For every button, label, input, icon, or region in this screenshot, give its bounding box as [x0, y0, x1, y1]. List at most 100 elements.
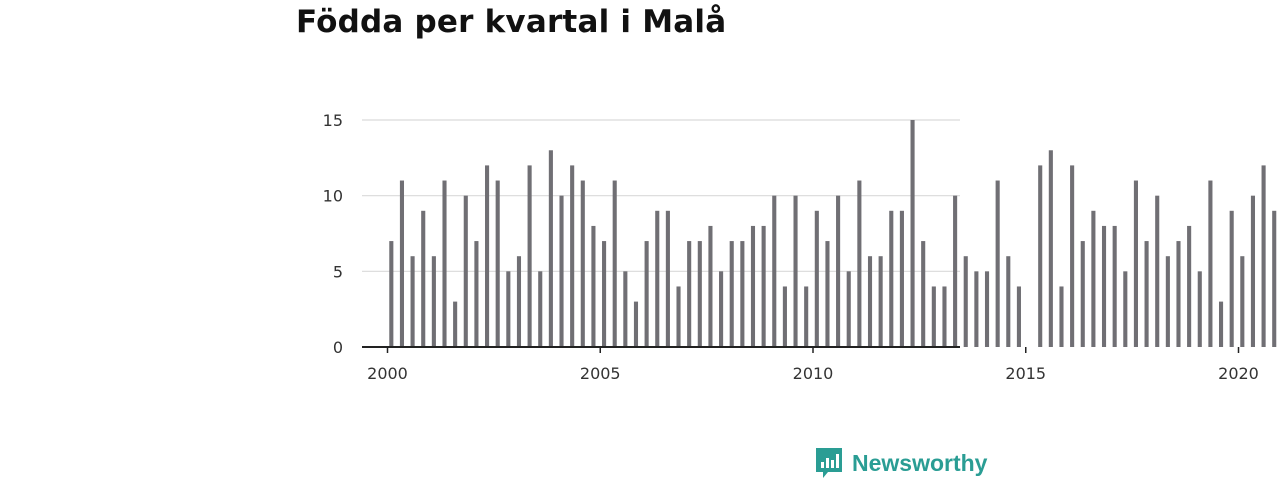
bar	[942, 286, 947, 347]
bar	[1208, 180, 1213, 347]
bar	[889, 210, 894, 347]
x-tick-label: 2020	[1218, 364, 1259, 383]
bar	[963, 256, 968, 347]
bar	[612, 180, 617, 347]
bar	[878, 256, 883, 347]
bar	[1197, 271, 1202, 347]
bar	[846, 271, 851, 347]
bar	[1038, 165, 1043, 347]
bar	[974, 271, 979, 347]
bar	[687, 241, 692, 347]
bar	[453, 301, 458, 347]
bar	[463, 195, 468, 347]
bar	[740, 241, 745, 347]
bar	[1240, 256, 1245, 347]
bar	[772, 195, 777, 347]
bar	[1165, 256, 1170, 347]
bar	[931, 286, 936, 347]
bar	[1176, 241, 1181, 347]
bar	[719, 271, 724, 347]
bar	[814, 210, 819, 347]
bar	[442, 180, 447, 347]
bar	[591, 225, 596, 347]
bar	[708, 225, 713, 347]
bar	[676, 286, 681, 347]
bar	[804, 286, 809, 347]
grid-lines	[362, 119, 960, 272]
bar	[1059, 286, 1064, 347]
bar	[474, 241, 479, 347]
bar	[1080, 241, 1085, 347]
y-tick-label: 10	[323, 187, 343, 206]
bar	[995, 180, 1000, 347]
bar	[1187, 225, 1192, 347]
bar	[1123, 271, 1128, 347]
bar	[623, 271, 628, 347]
bar	[793, 195, 798, 347]
bar	[399, 180, 405, 347]
y-tick-label: 0	[333, 338, 343, 357]
bar	[1261, 165, 1266, 347]
bar	[655, 210, 660, 347]
bar	[984, 271, 990, 347]
bar	[1091, 210, 1096, 347]
newsworthy-logo-icon	[816, 448, 842, 478]
bar	[1070, 165, 1075, 347]
bar	[1218, 301, 1224, 347]
bar	[761, 225, 766, 347]
bar	[1144, 241, 1149, 347]
bar	[602, 241, 607, 347]
bar	[1133, 180, 1138, 347]
bar	[899, 210, 904, 347]
bar	[857, 180, 862, 347]
bar	[431, 256, 436, 347]
bar	[1016, 286, 1021, 347]
y-tick-label: 15	[323, 111, 343, 130]
bar	[910, 120, 915, 347]
bar	[1048, 150, 1053, 347]
bar	[1155, 195, 1160, 347]
x-tick-label: 2015	[1005, 364, 1046, 383]
bar	[782, 286, 787, 347]
bar	[1112, 225, 1117, 347]
bar	[697, 241, 702, 347]
bar	[825, 241, 830, 347]
page-title: Födda per kvartal i Malå	[296, 4, 727, 40]
bar-series	[389, 120, 1277, 347]
bar	[836, 195, 841, 347]
bar	[953, 195, 958, 347]
x-tick-label: 2010	[793, 364, 834, 383]
y-tick-label: 5	[333, 262, 343, 281]
bar	[1250, 195, 1256, 347]
bar	[570, 165, 575, 347]
bar	[1101, 225, 1107, 347]
bar	[421, 210, 426, 347]
bar	[389, 241, 394, 347]
bar	[867, 256, 873, 347]
x-tick-label: 2005	[580, 364, 621, 383]
brand: Newsworthy	[814, 446, 987, 480]
bar	[538, 271, 543, 347]
bar	[921, 241, 926, 347]
x-tick-label: 2000	[367, 364, 408, 383]
bar	[665, 210, 670, 347]
bar	[644, 241, 649, 347]
bar	[729, 241, 734, 347]
bar	[516, 256, 522, 347]
bar	[548, 150, 553, 347]
bar	[410, 256, 415, 347]
bar	[495, 180, 500, 347]
brand-name: Newsworthy	[852, 449, 988, 476]
axes: 051015200020052010201520202025	[323, 111, 1259, 383]
bar	[506, 271, 511, 347]
bar	[750, 225, 756, 347]
bar	[1006, 256, 1011, 347]
bar	[1272, 210, 1277, 347]
bar	[559, 195, 564, 347]
bar	[633, 301, 639, 347]
bar	[580, 180, 585, 347]
bar	[527, 165, 532, 347]
bar	[1229, 210, 1234, 347]
bar	[485, 165, 490, 347]
